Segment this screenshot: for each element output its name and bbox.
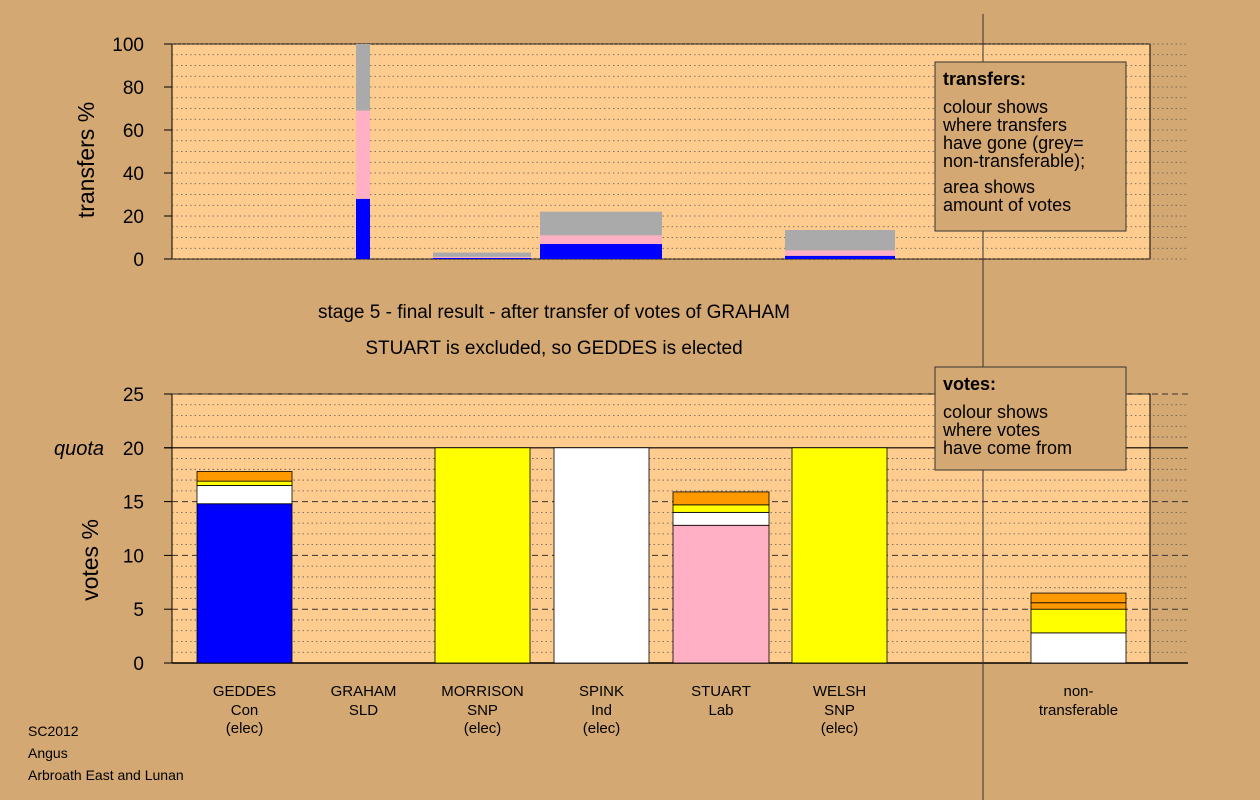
transfers-legend-title: transfers: bbox=[943, 69, 1026, 89]
chart-title-line1: stage 5 - final result - after transfer … bbox=[318, 302, 790, 323]
transfer-bar-segment-welsh-con bbox=[785, 255, 895, 259]
transfers-y-tick-label: 0 bbox=[133, 250, 144, 271]
votes-y-tick-label: 5 bbox=[133, 600, 144, 621]
candidate-party-label: SNP bbox=[824, 702, 855, 719]
transfer-bar-segment-graham-lab bbox=[356, 110, 370, 199]
transfers-y-tick-label: 40 bbox=[123, 164, 144, 185]
vote-bar-segment-geddes-con bbox=[196, 503, 293, 664]
transfers-legend-text: colour shows bbox=[943, 97, 1048, 117]
votes-y-tick-label: 20 bbox=[123, 439, 144, 460]
votes-legend-text: where votes bbox=[942, 420, 1040, 440]
vote-bar-segment-nontransferable-ind bbox=[1030, 632, 1127, 664]
transfer-bar-segment-welsh-nontransferable bbox=[785, 229, 895, 251]
transfer-bar-segment-spink-con bbox=[540, 243, 662, 259]
candidate-status-label: (elec) bbox=[821, 720, 859, 737]
votes-y-tick-label: 0 bbox=[133, 654, 144, 675]
candidate-name-label: STUART bbox=[691, 683, 751, 700]
candidate-name-label: MORRISON bbox=[441, 683, 524, 700]
candidate-name-label: SPINK bbox=[579, 683, 624, 700]
vote-bar-segment-morrison-snp bbox=[434, 447, 531, 664]
transfers-y-axis-label: transfers % bbox=[73, 102, 99, 218]
transfers-legend-box bbox=[934, 61, 1127, 232]
candidate-name-label: non- bbox=[1063, 683, 1093, 700]
transfers-y-tick-label: 60 bbox=[123, 121, 144, 142]
vote-bar-segment-geddes-snp bbox=[196, 480, 293, 486]
candidate-party-label: Con bbox=[231, 702, 259, 719]
transfer-bar-segment-morrison-lab bbox=[433, 256, 531, 258]
transfers-y-tick-label: 80 bbox=[123, 78, 144, 99]
transfers-legend-text: where transfers bbox=[942, 115, 1067, 135]
votes-legend-text: have come from bbox=[943, 438, 1072, 458]
candidate-status-label: (elec) bbox=[464, 720, 502, 737]
vote-bar-segment-stuart-ind bbox=[672, 511, 770, 526]
vote-bar-segment-geddes-sld bbox=[196, 471, 293, 482]
footer-line3: Arbroath East and Lunan bbox=[28, 767, 184, 783]
votes-legend-box bbox=[934, 366, 1127, 471]
candidate-status-label: (elec) bbox=[226, 720, 264, 737]
vote-bar-segment-nontransferable-sld bbox=[1030, 602, 1127, 610]
transfer-bar-segment-spink-lab bbox=[540, 235, 662, 244]
transfers-y-tick-label: 100 bbox=[112, 35, 144, 56]
candidate-party-label: Ind bbox=[591, 702, 612, 719]
vote-bar-segment-stuart-lab bbox=[672, 524, 770, 664]
votes-y-axis-label: votes % bbox=[77, 519, 103, 601]
candidate-party-label: SLD bbox=[349, 702, 378, 719]
footer-line1: SC2012 bbox=[28, 723, 79, 739]
candidate-party-label: Lab bbox=[708, 702, 733, 719]
votes-y-tick-label: 10 bbox=[123, 546, 144, 567]
votes-y-tick-label: 15 bbox=[123, 493, 144, 514]
candidate-name-label: GRAHAM bbox=[331, 683, 397, 700]
votes-legend-title: votes: bbox=[943, 374, 996, 394]
candidate-name-label: WELSH bbox=[813, 683, 866, 700]
vote-bar-segment-stuart-sld bbox=[672, 491, 770, 506]
transfers-y-tick-label: 20 bbox=[123, 207, 144, 228]
quota-label: quota bbox=[54, 438, 104, 460]
votes-y-tick-label: 25 bbox=[123, 385, 144, 406]
candidate-party-label: transferable bbox=[1039, 702, 1118, 719]
chart-title-line2: STUART is excluded, so GEDDES is elected bbox=[365, 338, 742, 359]
transfer-bar-segment-morrison-con bbox=[433, 257, 531, 259]
transfer-bar-segment-welsh-lab bbox=[785, 250, 895, 256]
candidate-status-label: (elec) bbox=[583, 720, 621, 737]
vote-bar-segment-geddes-ind bbox=[196, 485, 293, 505]
transfers-legend-text: area shows bbox=[943, 177, 1035, 197]
transfer-bar-segment-graham-con bbox=[356, 198, 370, 259]
candidate-party-label: SNP bbox=[467, 702, 498, 719]
transfers-legend-text: have gone (grey= bbox=[943, 133, 1084, 153]
vote-bar-segment-nontransferable-snp bbox=[1030, 608, 1127, 634]
transfer-bar-segment-graham-nontransferable bbox=[356, 44, 370, 111]
transfers-legend-text: non-transferable); bbox=[943, 151, 1085, 171]
transfer-bar-segment-spink-nontransferable bbox=[540, 211, 662, 236]
footer-line2: Angus bbox=[28, 745, 68, 761]
votes-legend-text: colour shows bbox=[943, 402, 1048, 422]
vote-bar-segment-stuart-snp bbox=[672, 504, 770, 513]
vote-bar-segment-spink-ind bbox=[553, 447, 650, 664]
vote-bar-segment-nontransferable-sld bbox=[1030, 592, 1127, 604]
transfer-bar-segment-morrison-nontransferable bbox=[433, 252, 531, 257]
vote-bar-segment-welsh-snp bbox=[791, 447, 888, 664]
footer: SC2012 Angus Arbroath East and Lunan bbox=[28, 720, 184, 786]
transfers-legend-text: amount of votes bbox=[943, 195, 1071, 215]
candidate-name-label: GEDDES bbox=[213, 683, 276, 700]
